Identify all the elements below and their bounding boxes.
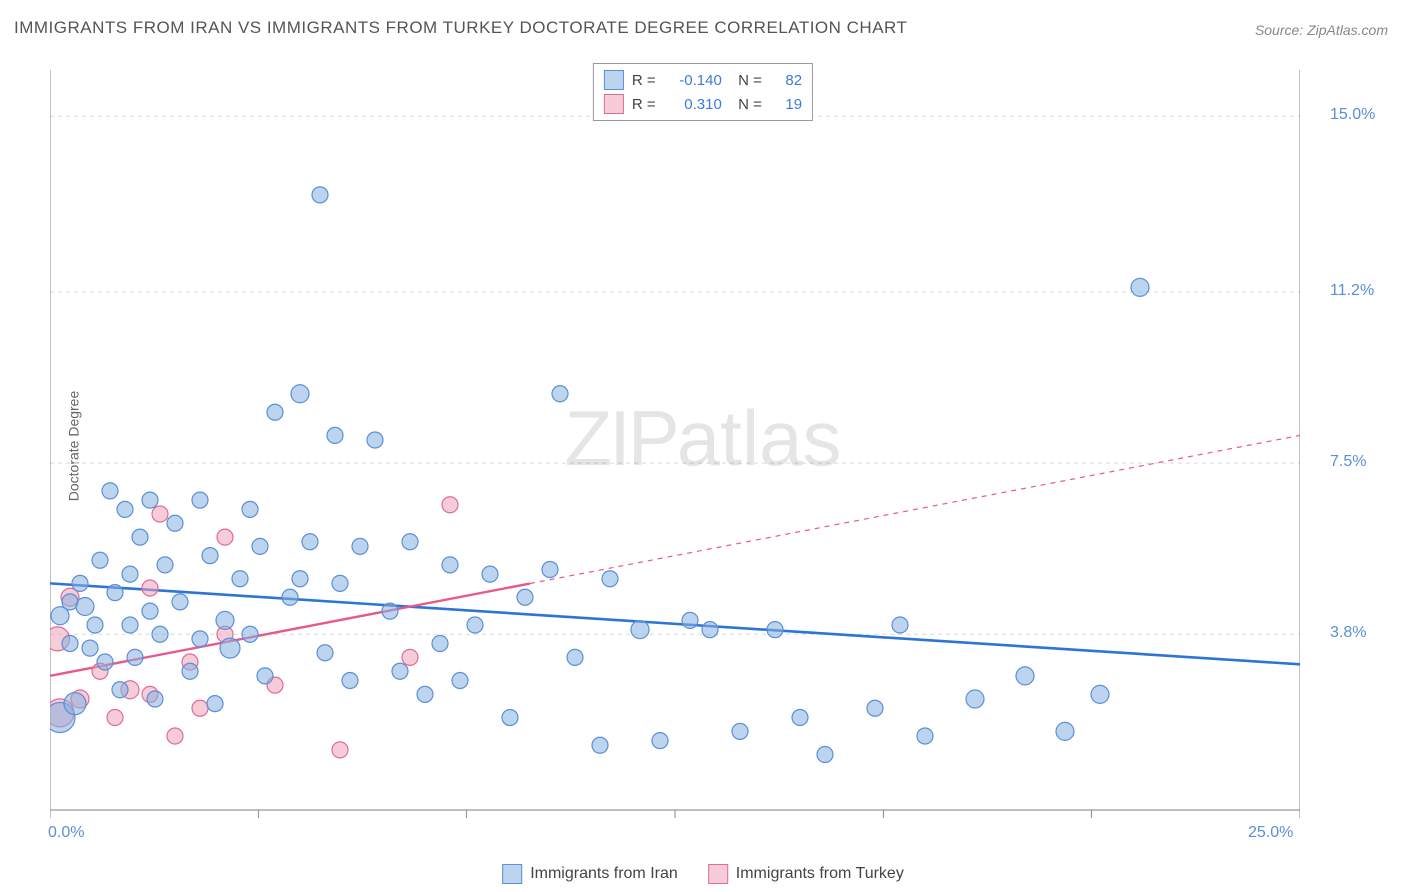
legend-n-label: N = xyxy=(730,72,766,89)
legend-top-row-turkey: R = 0.310 N = 19 xyxy=(604,92,802,116)
chart-title: IMMIGRANTS FROM IRAN VS IMMIGRANTS FROM … xyxy=(14,18,907,38)
legend-r-label: R = xyxy=(632,96,660,113)
legend-label-iran: Immigrants from Iran xyxy=(530,865,678,883)
legend-swatch-turkey xyxy=(604,94,624,114)
legend-n-value-iran: 82 xyxy=(774,72,802,89)
source-attribution: Source: ZipAtlas.com xyxy=(1255,22,1388,38)
legend-bottom-iran: Immigrants from Iran xyxy=(502,864,678,884)
legend-r-value-iran: -0.140 xyxy=(668,72,722,89)
legend-swatch-iran-bottom xyxy=(502,864,522,884)
x-tick-label: 0.0% xyxy=(48,824,84,842)
y-tick-label: 11.2% xyxy=(1330,282,1374,300)
y-tick-label: 7.5% xyxy=(1330,453,1366,471)
legend-top-row-iran: R = -0.140 N = 82 xyxy=(604,68,802,92)
plot-svg xyxy=(50,60,1300,830)
source-link[interactable]: ZipAtlas.com xyxy=(1307,22,1388,38)
y-tick-label: 3.8% xyxy=(1330,624,1366,642)
legend-swatch-turkey-bottom xyxy=(708,864,728,884)
x-tick-label: 25.0% xyxy=(1248,824,1293,842)
chart-container: IMMIGRANTS FROM IRAN VS IMMIGRANTS FROM … xyxy=(0,0,1406,892)
legend-bottom: Immigrants from Iran Immigrants from Tur… xyxy=(502,864,904,884)
legend-n-label: N = xyxy=(730,96,766,113)
source-prefix: Source: xyxy=(1255,22,1307,38)
legend-top: R = -0.140 N = 82 R = 0.310 N = 19 xyxy=(593,63,813,121)
legend-label-turkey: Immigrants from Turkey xyxy=(736,865,904,883)
legend-bottom-turkey: Immigrants from Turkey xyxy=(708,864,904,884)
legend-r-label: R = xyxy=(632,72,660,89)
y-tick-label: 15.0% xyxy=(1330,106,1375,124)
legend-swatch-iran xyxy=(604,70,624,90)
legend-r-value-turkey: 0.310 xyxy=(668,96,722,113)
plot-area xyxy=(50,60,1300,830)
legend-n-value-turkey: 19 xyxy=(774,96,802,113)
